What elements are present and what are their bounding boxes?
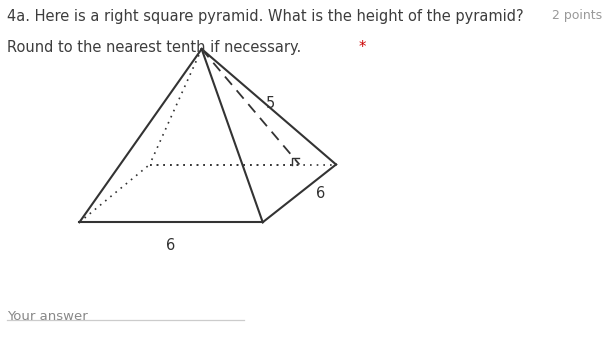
Text: Round to the nearest tenth if necessary.: Round to the nearest tenth if necessary. (7, 40, 306, 55)
Text: 5: 5 (266, 96, 275, 111)
Text: 4a. Here is a right square pyramid. What is the height of the pyramid?: 4a. Here is a right square pyramid. What… (7, 9, 524, 24)
Text: 2 points: 2 points (552, 9, 602, 22)
Text: 6: 6 (316, 186, 326, 201)
Text: *: * (359, 40, 366, 55)
Text: 6: 6 (166, 238, 176, 252)
Text: Your answer: Your answer (7, 310, 88, 323)
